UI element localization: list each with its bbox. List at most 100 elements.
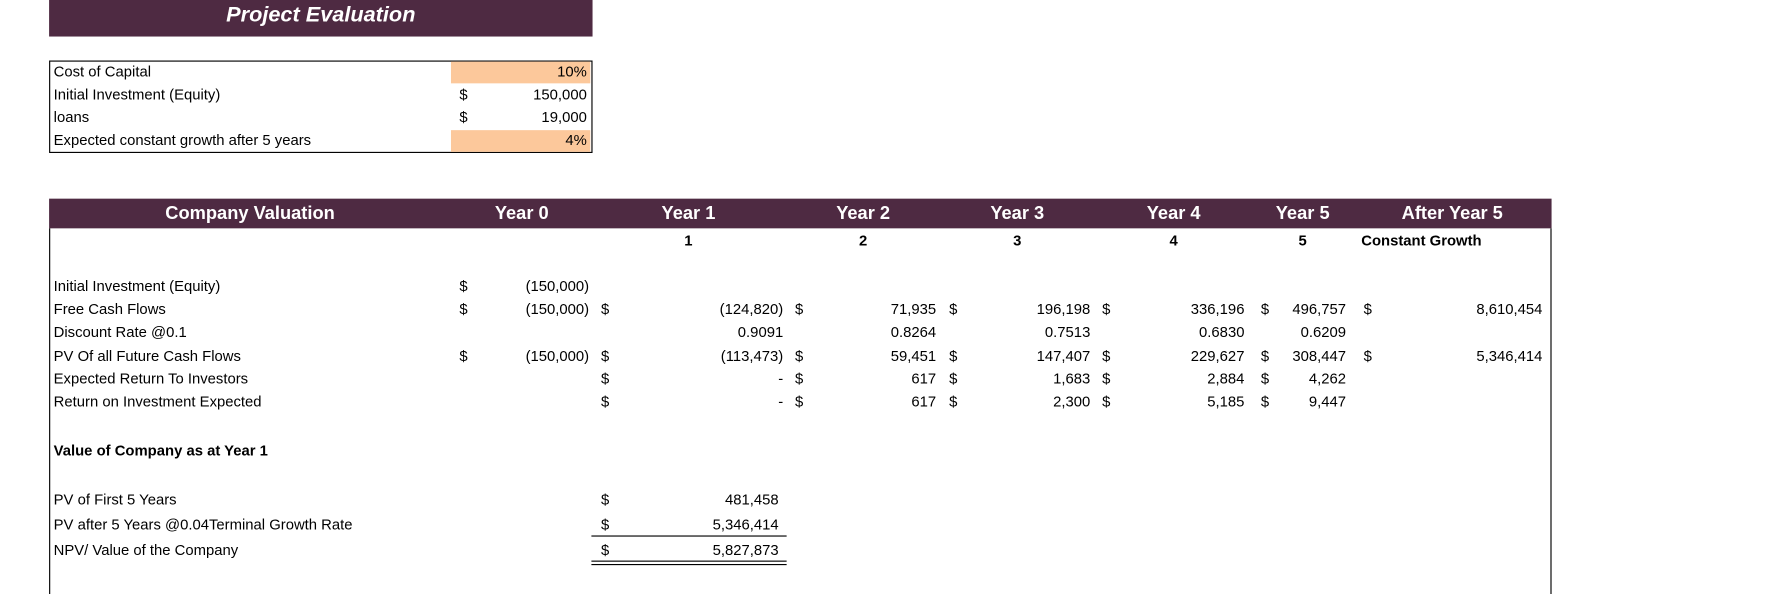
sum-underline [591, 535, 787, 537]
currency: $ [459, 85, 468, 103]
cell-value: 2,300 [1053, 392, 1091, 410]
currency: $ [949, 300, 958, 318]
currency: $ [459, 108, 468, 126]
currency: $ [949, 369, 958, 387]
input-label: Cost of Capital [53, 62, 152, 80]
column-header: Year 1 [661, 204, 716, 224]
period-number: 4 [1169, 231, 1178, 249]
period-number: 2 [858, 231, 868, 249]
input-value: 10% [557, 62, 587, 80]
currency: $ [795, 300, 804, 318]
cell-value: 308,447 [1292, 346, 1347, 364]
currency: $ [1260, 346, 1270, 364]
summary-label: PV after 5 Years @0.04Terminal Growth Ra… [53, 516, 353, 534]
currency: $ [1260, 369, 1270, 387]
cell-value: 0.6209 [1300, 323, 1347, 341]
cell-value: 0.6830 [1199, 323, 1245, 341]
cell-value: (150,000) [525, 277, 590, 295]
summary-label: NPV/ Value of the Company [53, 541, 239, 559]
cell-value: (150,000) [525, 300, 590, 318]
cell-value: 617 [911, 392, 937, 410]
currency: $ [600, 392, 610, 410]
period-number: 5 [1298, 231, 1307, 249]
input-value: 150,000 [533, 85, 587, 103]
cell-value: 5,346,414 [1476, 346, 1543, 364]
cell-value: 4,262 [1308, 369, 1347, 387]
column-header: Company Valuation [165, 204, 335, 224]
row-label: Free Cash Flows [53, 300, 166, 318]
cell-value: 2,884 [1207, 369, 1245, 387]
cell-value: 8,610,454 [1476, 300, 1543, 318]
cell-value: 1,683 [1053, 369, 1091, 387]
section-title: Value of Company as at Year 1 [53, 441, 268, 459]
column-header: Year 0 [494, 204, 549, 224]
cell-value: 0.8264 [890, 323, 937, 341]
title-bar [49, 0, 593, 37]
input-label: Initial Investment (Equity) [53, 85, 221, 103]
period-number: Constant Growth [1361, 231, 1482, 249]
cell-value: (150,000) [525, 346, 590, 364]
title: Project Evaluation [226, 3, 416, 28]
summary-value: 5,346,414 [712, 516, 779, 534]
currency: $ [600, 300, 610, 318]
row-label: Initial Investment (Equity) [53, 277, 221, 295]
row-label: Return on Investment Expected [53, 392, 262, 410]
column-header: Year 2 [836, 204, 891, 224]
period-number: 1 [684, 231, 693, 249]
total-double-underline [591, 560, 787, 566]
currency: $ [1102, 300, 1111, 318]
cell-value: 59,451 [890, 346, 937, 364]
currency: $ [795, 369, 804, 387]
cell-value: (124,820) [719, 300, 784, 318]
currency: $ [459, 300, 468, 318]
currency: $ [949, 392, 958, 410]
cell-value: 196,198 [1036, 300, 1091, 318]
table-border [1550, 228, 1552, 594]
input-label: loans [53, 108, 90, 126]
cell-value: 0.9091 [737, 323, 784, 341]
row-label: Expected Return To Investors [53, 369, 249, 387]
column-header: Year 5 [1275, 204, 1330, 224]
column-header: After Year 5 [1401, 204, 1503, 224]
cell-value: 147,407 [1036, 346, 1091, 364]
cell-value: 617 [911, 369, 937, 387]
valuation-header-bar [49, 198, 1552, 229]
currency: $ [795, 346, 804, 364]
cell-value: - [778, 369, 784, 387]
currency: $ [1260, 392, 1270, 410]
cell-value: 229,627 [1190, 346, 1245, 364]
summary-value: 481,458 [724, 490, 779, 509]
cell-value: - [778, 392, 784, 410]
currency: $ [600, 516, 610, 534]
cell-value: 71,935 [890, 300, 937, 318]
currency: $ [459, 277, 468, 295]
input-value: 19,000 [541, 108, 587, 126]
currency: $ [1102, 392, 1111, 410]
cell-value: 336,196 [1190, 300, 1245, 318]
input-cell-highlight [450, 130, 591, 152]
row-label: PV Of all Future Cash Flows [53, 346, 241, 364]
currency: $ [600, 369, 610, 387]
period-number: 3 [1013, 231, 1022, 249]
cell-value: 9,447 [1308, 392, 1347, 410]
currency: $ [795, 392, 804, 410]
row-label: Discount Rate @0.1 [53, 323, 187, 341]
input-value: 4% [565, 131, 587, 149]
currency: $ [1260, 300, 1270, 318]
currency: $ [1102, 346, 1111, 364]
currency: $ [1363, 300, 1372, 318]
input-label: Expected constant growth after 5 years [53, 131, 312, 149]
cell-value: 0.7513 [1044, 323, 1091, 341]
input-cell-highlight [450, 61, 591, 84]
cell-value: 496,757 [1292, 300, 1347, 318]
currency: $ [949, 346, 958, 364]
currency: $ [1102, 369, 1111, 387]
summary-value: 5,827,873 [712, 541, 779, 559]
currency: $ [600, 490, 610, 509]
cell-value: 5,185 [1207, 392, 1245, 410]
table-border [49, 228, 51, 594]
column-header: Year 3 [990, 204, 1045, 224]
currency: $ [1363, 346, 1372, 364]
summary-label: PV of First 5 Years [53, 490, 177, 509]
